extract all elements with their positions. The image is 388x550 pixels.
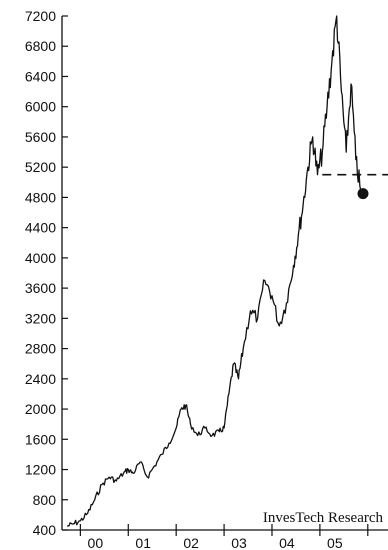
y-tick-label: 2800 xyxy=(25,341,56,357)
y-tick-label: 1600 xyxy=(25,431,56,447)
y-tick-label: 7200 xyxy=(25,8,56,24)
series-line xyxy=(66,15,362,527)
y-tick-label: 6000 xyxy=(25,99,56,115)
y-tick-label: 5200 xyxy=(25,159,56,175)
x-tick-label: 02 xyxy=(183,535,199,550)
y-tick-labels: 400 800 1200 1600 2000 2400 2800 3200 3600 4000 44… xyxy=(25,8,56,538)
y-tick-label: 400 xyxy=(33,522,57,538)
y-tick-label: 4800 xyxy=(25,189,56,205)
x-tick-label: 01 xyxy=(135,535,151,550)
last-point-marker xyxy=(357,188,369,200)
x-tick-label: 05 xyxy=(327,535,343,550)
x-tick-label: 00 xyxy=(88,535,104,550)
y-tick-label: 3200 xyxy=(25,310,56,326)
x-tick-label: 03 xyxy=(231,535,247,550)
y-tick-label: 4400 xyxy=(25,220,56,236)
y-tick-label: 3600 xyxy=(25,280,56,296)
series-layer xyxy=(66,15,388,527)
axes xyxy=(61,16,388,531)
x-tick-labels: 00 01 02 03 04 05 xyxy=(88,535,343,550)
credit-label: InvesTech Research xyxy=(263,510,384,526)
y-tick-label: 6400 xyxy=(25,68,56,84)
x-tick-label: 04 xyxy=(279,535,295,550)
y-tick-label: 4000 xyxy=(25,250,56,266)
y-tick-label: 6800 xyxy=(25,38,56,54)
y-tick-label: 2400 xyxy=(25,371,56,387)
y-tick-label: 2000 xyxy=(25,401,56,417)
y-tick-label: 5600 xyxy=(25,129,56,145)
y-tick-label: 1200 xyxy=(25,462,56,478)
tick-marks xyxy=(62,15,369,536)
y-tick-label: 800 xyxy=(33,492,57,508)
